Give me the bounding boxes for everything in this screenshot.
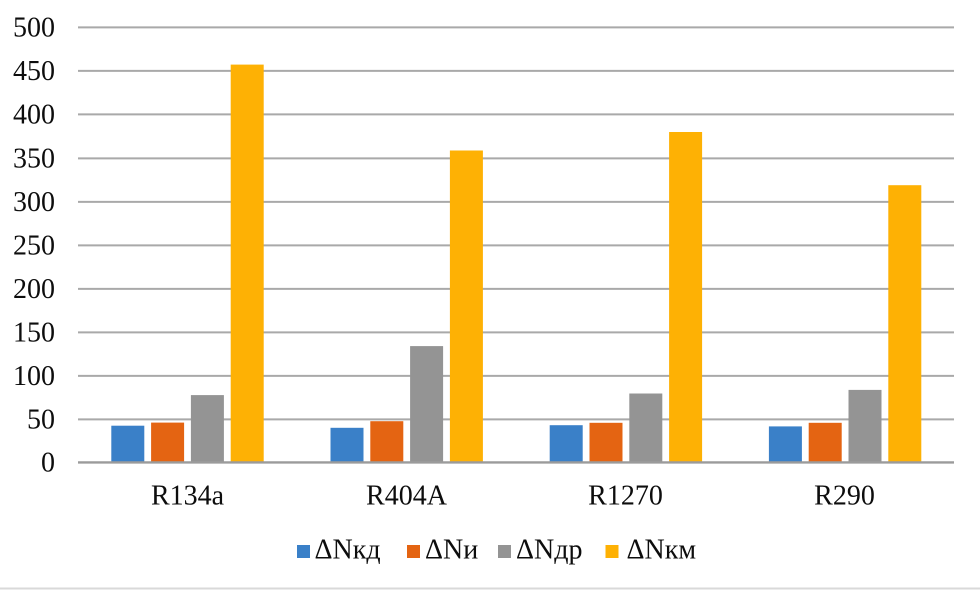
svg-text:R290: R290 [814, 481, 875, 512]
svg-text:0: 0 [41, 448, 55, 479]
svg-text:250: 250 [13, 231, 55, 262]
svg-text:ΔNдр: ΔNдр [516, 535, 582, 566]
svg-text:ΔNкд: ΔNкд [315, 535, 381, 566]
svg-text:ΔNи: ΔNи [425, 535, 478, 566]
svg-text:300: 300 [13, 187, 55, 218]
svg-text:200: 200 [13, 274, 55, 305]
svg-text:500: 500 [13, 13, 55, 44]
svg-text:R134a: R134a [151, 481, 225, 512]
svg-text:400: 400 [13, 100, 55, 131]
svg-text:100: 100 [13, 361, 55, 392]
svg-text:ΔNкм: ΔNкм [627, 535, 697, 566]
svg-text:50: 50 [27, 405, 55, 436]
svg-text:350: 350 [13, 144, 55, 175]
svg-text:450: 450 [13, 56, 55, 87]
svg-text:R404A: R404A [366, 481, 448, 512]
svg-text:R1270: R1270 [588, 481, 663, 512]
svg-text:150: 150 [13, 318, 55, 349]
